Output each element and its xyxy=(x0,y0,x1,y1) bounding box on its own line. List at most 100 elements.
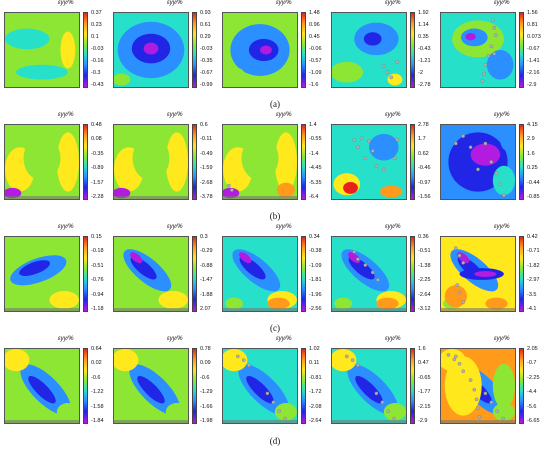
colorbar-tick-label: 0.78 xyxy=(200,346,211,352)
colorbar-tick-label: -2 xyxy=(418,70,423,76)
strain-contour-map xyxy=(331,236,407,312)
colorbar-tick-label: -0.49 xyxy=(200,150,213,157)
colorbar-tick-label: 1.6 xyxy=(527,150,535,157)
colorbar-tick-label: -0.06 xyxy=(309,46,322,52)
colorbar-tick-label: -0.3 xyxy=(91,70,101,76)
strain-contour-map xyxy=(440,12,516,88)
colorbar-tick-label: -0.85 xyxy=(527,194,540,200)
colorbar-tick-label: 0.15 xyxy=(91,234,102,240)
colorbar-tick-label: -1.41 xyxy=(527,58,540,64)
colorbar-tick-label: 2.05 xyxy=(527,346,538,352)
colorbar-unit-label: εyy/% xyxy=(167,112,183,118)
colorbar xyxy=(192,12,197,88)
colorbar-unit-label: εyy/% xyxy=(58,0,74,6)
colorbar-tick-label: -4.45 xyxy=(309,165,322,172)
colorbar-tick-label: 0.37 xyxy=(91,10,102,16)
colorbar-tick-label: -1.4 xyxy=(309,150,319,157)
colorbar-tick-label: -0.35 xyxy=(200,58,213,64)
colorbar-tick-label: -0.43 xyxy=(91,82,104,88)
colorbar-unit-label: εyy/% xyxy=(167,224,183,230)
row-label: (a) xyxy=(270,99,280,109)
strain-contour-map xyxy=(113,236,189,312)
colorbar-tick-label: -0.97 xyxy=(418,179,431,186)
colorbar-tick-label: -0.44 xyxy=(527,179,540,186)
colorbar-tick-label: -1.29 xyxy=(200,389,213,396)
colorbar-tick-label: -0.6 xyxy=(91,374,101,381)
colorbar-tick-label: -0.43 xyxy=(418,46,431,52)
colorbar-tick-label: -1.57 xyxy=(91,179,104,186)
strain-contour-map xyxy=(113,124,189,200)
colorbar-tick-label: -0.55 xyxy=(309,136,322,143)
colorbar-tick-label: 0.61 xyxy=(200,22,211,28)
colorbar xyxy=(301,236,306,312)
colorbar-tick-label: -2.28 xyxy=(91,194,104,200)
colorbar-tick-label: -6.65 xyxy=(527,418,540,424)
colorbar xyxy=(83,348,88,424)
colorbar-tick-label: -3.12 xyxy=(418,306,431,312)
colorbar-tick-label: -1.59 xyxy=(200,165,213,172)
colorbar-tick-label: -0.67 xyxy=(200,70,213,76)
colorbar-tick-label: 2.07 xyxy=(200,306,211,312)
colorbar-tick-label: 0.6 xyxy=(200,122,208,128)
colorbar-tick-label: 0.48 xyxy=(91,122,102,128)
panel-c-5: εyy/% 0.42 -0.71 -1.82 -2.97 -3.5 -4.1 xyxy=(438,224,548,336)
colorbar-tick-label: 0.96 xyxy=(309,22,320,28)
colorbar-tick-label: -0.65 xyxy=(418,374,431,381)
colorbar-unit-label: εyy/% xyxy=(494,0,510,6)
colorbar-tick-label: -0.18 xyxy=(91,248,104,255)
row-label: (c) xyxy=(270,323,280,333)
colorbar-unit-label: εyy/% xyxy=(494,224,510,230)
colorbar xyxy=(83,236,88,312)
colorbar-tick-label: 0.36 xyxy=(418,234,429,240)
strain-contour-map xyxy=(331,124,407,200)
colorbar xyxy=(301,12,306,88)
colorbar-unit-label: εyy/% xyxy=(58,336,74,342)
colorbar-tick-label: 0.08 xyxy=(91,136,102,143)
colorbar-tick-label: 1.92 xyxy=(418,10,429,16)
panel-b-5: εyy/% 4.15 2.9 1.6 0.25 -0.44 -0.85 xyxy=(438,112,548,224)
colorbar-tick-label: -1.6 xyxy=(309,82,319,88)
colorbar xyxy=(192,348,197,424)
colorbar-unit-label: εyy/% xyxy=(385,112,401,118)
row-label: (d) xyxy=(269,436,281,446)
strain-contour-map xyxy=(4,348,80,424)
colorbar-tick-label: -0.67 xyxy=(527,46,540,52)
strain-contour-map xyxy=(440,236,516,312)
strain-contour-map xyxy=(222,12,298,88)
colorbar-unit-label: εyy/% xyxy=(276,112,292,118)
colorbar-tick-label: 0.02 xyxy=(91,360,102,367)
colorbar-tick-label: -0.99 xyxy=(200,82,213,88)
colorbar-tick-label: 0.42 xyxy=(527,234,538,240)
colorbar xyxy=(519,124,524,200)
colorbar-tick-label: -1.09 xyxy=(309,262,322,269)
colorbar-tick-label: -1.88 xyxy=(200,291,213,298)
colorbar-tick-label: 0.23 xyxy=(91,22,102,28)
colorbar-tick-label: 0.93 xyxy=(200,10,211,16)
panel-d-3: εyy/% 1.02 0.11 -0.81 -1.72 -2.08 -2.64 xyxy=(220,336,330,448)
colorbar-tick-label: -0.89 xyxy=(91,165,104,172)
panel-a-5: εyy/% 1.56 0.81 0.073 -0.67 -1.41 -2.16 -2.9 xyxy=(438,0,548,112)
colorbar-tick-label: 2.9 xyxy=(527,136,535,143)
colorbar-unit-label: εyy/% xyxy=(276,224,292,230)
colorbar-tick-label: 0.1 xyxy=(91,34,99,40)
colorbar-tick-label: -1.96 xyxy=(309,291,322,298)
colorbar xyxy=(519,348,524,424)
colorbar-tick-label: -0.29 xyxy=(200,248,213,255)
colorbar-unit-label: εyy/% xyxy=(385,336,401,342)
colorbar-tick-label: -2.78 xyxy=(418,82,431,88)
colorbar-tick-label: -0.94 xyxy=(91,291,104,298)
colorbar-tick-label: -2.15 xyxy=(418,403,431,410)
colorbar xyxy=(519,12,524,88)
colorbar xyxy=(192,236,197,312)
panel-b-3: εyy/% 1.4 -0.55 -1.4 -4.45 -5.35 -6.4 xyxy=(220,112,330,224)
colorbar-tick-label: 0.3 xyxy=(200,234,208,240)
colorbar-tick-label: 0.47 xyxy=(418,360,429,367)
colorbar-unit-label: εyy/% xyxy=(167,336,183,342)
colorbar-tick-label: -1.84 xyxy=(91,418,104,424)
colorbar xyxy=(83,12,88,88)
colorbar-tick-label: 0.35 xyxy=(418,34,429,40)
colorbar-tick-label: -1.18 xyxy=(91,306,104,312)
colorbar-unit-label: εyy/% xyxy=(385,0,401,6)
colorbar-tick-label: -2.25 xyxy=(527,374,540,381)
